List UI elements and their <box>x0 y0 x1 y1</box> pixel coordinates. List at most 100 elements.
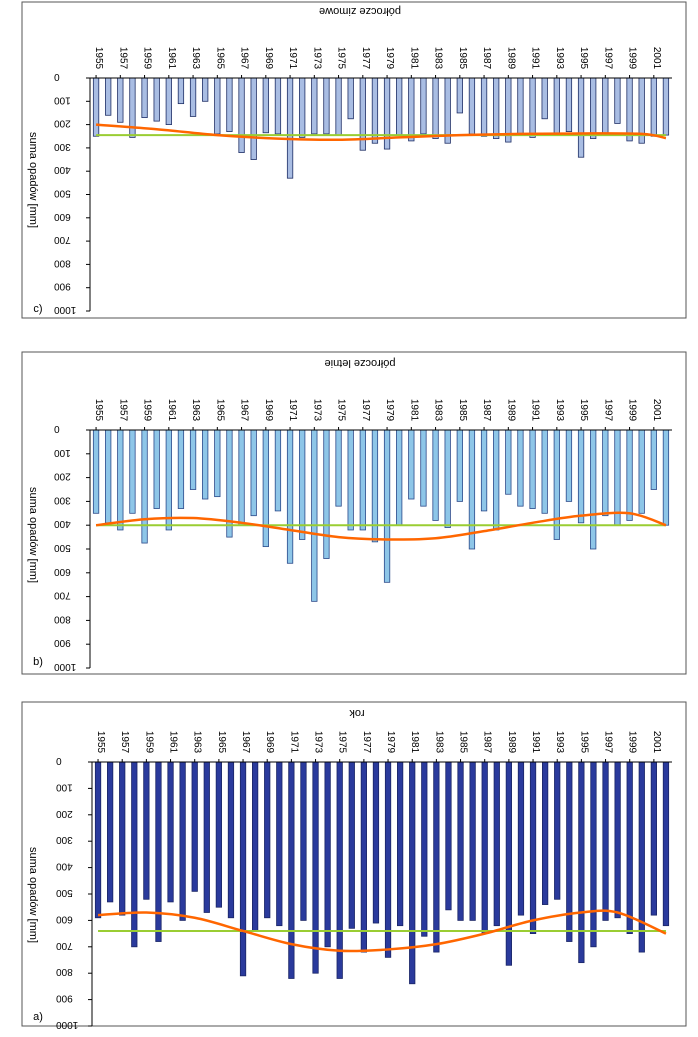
bar <box>119 761 126 916</box>
x-tick-label: 1957 <box>119 731 130 754</box>
bar <box>107 761 114 903</box>
bar <box>396 77 403 136</box>
bar <box>493 77 500 139</box>
bar <box>143 761 150 900</box>
bar <box>397 761 404 927</box>
x-tick-label: 1969 <box>263 47 274 70</box>
x-tick-label: 1979 <box>384 47 395 70</box>
bar <box>311 77 318 135</box>
x-tick-label: 1965 <box>216 731 227 754</box>
y-tick-label: 800 <box>54 257 71 268</box>
x-tick-label: 1961 <box>166 47 177 70</box>
bar <box>457 761 464 921</box>
bar <box>456 429 463 502</box>
x-tick-label: 1969 <box>264 731 275 754</box>
bar <box>92 429 100 514</box>
x-tick-label: 1981 <box>409 731 420 754</box>
bar <box>250 77 257 160</box>
bar <box>614 761 621 919</box>
bar <box>662 429 670 526</box>
bar <box>177 77 185 105</box>
panel-label: b) <box>33 656 43 668</box>
bar <box>324 761 331 948</box>
bar <box>396 429 403 526</box>
bar <box>252 761 259 932</box>
bar <box>626 761 633 935</box>
x-tick-label: 1975 <box>336 47 347 70</box>
winter-precipitation-chart: półrocze zimowe suma opadów [mm] c) 1955… <box>21 1 687 319</box>
bar <box>529 429 536 509</box>
bar <box>650 77 657 137</box>
panel-label: c) <box>33 303 42 315</box>
x-tick-label: 1973 <box>313 731 324 754</box>
bar <box>238 429 245 526</box>
x-tick-label: 1965 <box>214 47 225 70</box>
bar <box>433 761 440 953</box>
x-tick-label: 1991 <box>530 47 541 70</box>
bar <box>420 77 427 135</box>
x-tick-label: 1961 <box>166 399 177 422</box>
panel-label: a) <box>33 1011 43 1023</box>
x-tick-label: 1985 <box>457 399 468 422</box>
bar <box>456 77 463 114</box>
x-tick-label: 1979 <box>385 731 396 754</box>
x-tick-label: 1981 <box>408 47 419 70</box>
y-tick-label: 500 <box>56 887 73 898</box>
bar <box>432 429 439 521</box>
bar <box>286 429 294 564</box>
bar <box>529 761 537 935</box>
bar <box>131 761 138 948</box>
x-tick-label: 1959 <box>142 399 153 422</box>
y-tick-label: 100 <box>56 781 73 792</box>
y-tick-label: 700 <box>56 940 73 951</box>
x-tick-label: 1991 <box>530 731 541 754</box>
y-tick-label: 800 <box>54 613 71 624</box>
bar <box>469 761 476 921</box>
bar <box>226 77 233 132</box>
bar <box>480 77 488 137</box>
bar <box>165 429 172 531</box>
bar <box>92 77 100 137</box>
bar <box>444 77 451 144</box>
bar <box>614 429 621 526</box>
bar <box>421 761 428 937</box>
x-tick-label: 1963 <box>192 731 203 754</box>
bar <box>481 761 488 935</box>
bar <box>541 429 548 514</box>
bar <box>167 761 174 903</box>
bar <box>191 761 198 892</box>
bar <box>239 761 247 977</box>
bar <box>493 429 500 531</box>
bar <box>359 429 366 531</box>
bar <box>554 761 561 900</box>
x-tick-label: 1959 <box>142 47 153 70</box>
y-tick-label: 700 <box>54 234 71 245</box>
chart-title: rok <box>349 707 365 719</box>
bar <box>155 761 162 942</box>
bar <box>238 77 245 153</box>
bar <box>250 429 257 517</box>
bar <box>590 77 597 139</box>
y-axis-label: suma opadów [mm] <box>27 847 39 943</box>
x-tick-label: 1975 <box>336 399 347 422</box>
bar <box>553 77 560 136</box>
bar <box>299 77 306 138</box>
bar <box>177 429 185 509</box>
bar <box>505 429 512 495</box>
y-tick-label: 1000 <box>54 304 77 315</box>
x-tick-label: 1989 <box>505 399 516 422</box>
x-tick-label: 1977 <box>360 399 371 422</box>
y-tick-label: 200 <box>54 471 71 482</box>
y-tick-label: 200 <box>56 808 73 819</box>
bar <box>105 429 112 524</box>
x-tick-label: 1983 <box>433 399 444 422</box>
bar <box>311 429 318 602</box>
x-tick-label: 1983 <box>433 47 444 70</box>
bar <box>408 429 415 500</box>
bar <box>517 77 524 135</box>
bar <box>578 761 585 964</box>
x-tick-label: 1963 <box>190 399 201 422</box>
x-tick-label: 1983 <box>433 731 444 754</box>
x-tick-label: 1971 <box>287 47 298 70</box>
bar <box>565 429 573 502</box>
